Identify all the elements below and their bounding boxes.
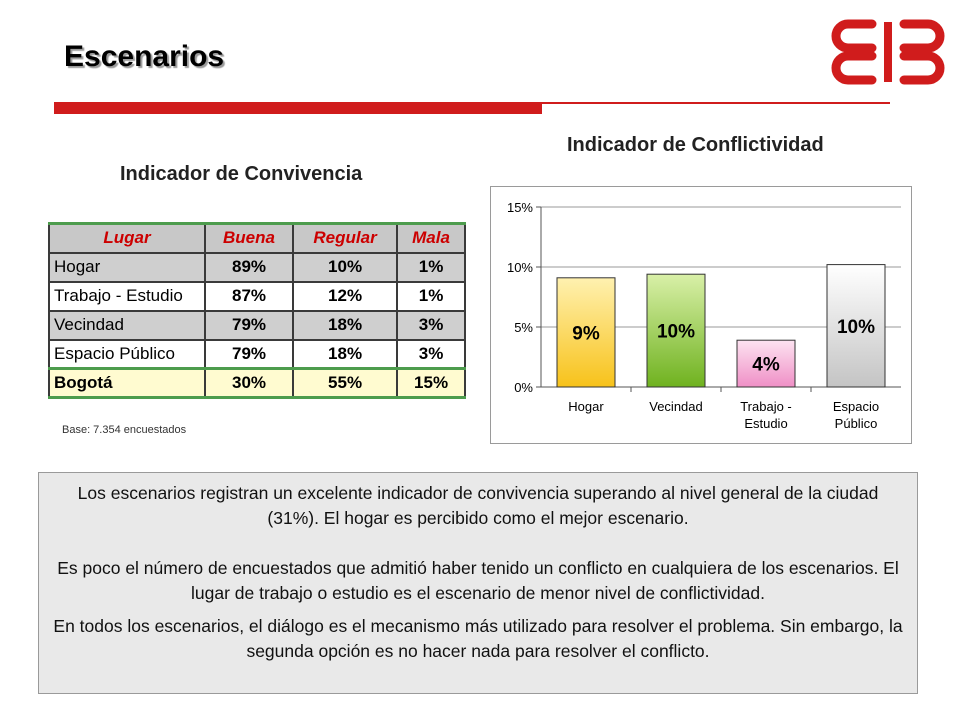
- red-cb-logo-icon: [831, 19, 945, 85]
- convivencia-title: Indicador de Convivencia: [120, 163, 363, 185]
- conflictividad-chart: 0% 5% 10% 15% 9% Hogar 10% Vecindad 4% Trabajo - E…: [490, 186, 912, 444]
- table-header-row: Lugar Buena Regular Mala: [48, 222, 466, 254]
- row-regular: 18%: [291, 338, 399, 370]
- title-underline-thin: [542, 102, 890, 104]
- bar-chart: 0% 5% 10% 15% 9% Hogar 10% Vecindad 4% Trabajo - E…: [507, 200, 901, 431]
- row-mala: 1%: [396, 251, 466, 283]
- row-mala: 3%: [396, 309, 466, 341]
- row-regular: 55%: [291, 367, 399, 399]
- table-row-total: Bogotá 30% 55% 15%: [48, 367, 466, 399]
- bar: [556, 277, 616, 388]
- summary-paragraph-3: En todos los escenarios, el diálogo es e…: [53, 616, 903, 661]
- header-mala: Mala: [396, 222, 466, 254]
- slide-title: Escenarios: [64, 40, 225, 73]
- x-tick-label: Vecindad: [649, 399, 703, 414]
- row-regular: 12%: [291, 280, 399, 312]
- table-row: Trabajo - Estudio 87% 12% 1%: [48, 280, 466, 312]
- bar: [826, 264, 886, 388]
- y-tick-label: 10%: [507, 260, 533, 275]
- table-row: Espacio Público 79% 18% 3%: [48, 338, 466, 370]
- row-buena: 79%: [204, 338, 294, 370]
- x-tick-label: Trabajo -: [740, 399, 792, 414]
- summary-paragraph-2: Es poco el número de encuestados que adm…: [57, 558, 899, 603]
- title-underline-thick: [54, 102, 542, 114]
- header-buena: Buena: [204, 222, 294, 254]
- row-buena: 30%: [204, 367, 294, 399]
- row-buena: 79%: [204, 309, 294, 341]
- data-label: 10%: [837, 317, 875, 338]
- row-mala: 3%: [396, 338, 466, 370]
- row-lugar: Espacio Público: [48, 338, 206, 370]
- x-tick-label: Hogar: [568, 399, 604, 414]
- row-lugar: Vecindad: [48, 309, 206, 341]
- header-regular: Regular: [291, 222, 399, 254]
- bar: [736, 339, 796, 388]
- conflictividad-title: Indicador de Conflictividad: [567, 134, 824, 156]
- x-tick-label: Público: [835, 416, 878, 431]
- convivencia-table: Lugar Buena Regular Mala Hogar 89% 10% 1…: [48, 222, 466, 399]
- data-label: 4%: [752, 355, 780, 376]
- x-tick-label: Espacio: [833, 399, 879, 414]
- row-mala: 15%: [396, 367, 466, 399]
- row-lugar: Bogotá: [48, 367, 206, 399]
- base-note: Base: 7.354 encuestados: [62, 424, 187, 436]
- row-buena: 87%: [204, 280, 294, 312]
- table-row: Hogar 89% 10% 1%: [48, 251, 466, 283]
- data-label: 9%: [572, 323, 600, 344]
- row-regular: 10%: [291, 251, 399, 283]
- row-lugar: Trabajo - Estudio: [48, 280, 206, 312]
- summary-textbox: Los escenarios registran un excelente in…: [38, 472, 918, 694]
- header-lugar: Lugar: [48, 222, 206, 254]
- row-regular: 18%: [291, 309, 399, 341]
- y-tick-label: 5%: [514, 320, 533, 335]
- table-row: Vecindad 79% 18% 3%: [48, 309, 466, 341]
- bar: [646, 273, 706, 388]
- row-mala: 1%: [396, 280, 466, 312]
- row-buena: 89%: [204, 251, 294, 283]
- summary-paragraph-1: Los escenarios registran un excelente in…: [77, 483, 879, 528]
- data-label: 10%: [657, 322, 695, 343]
- y-tick-label: 15%: [507, 200, 533, 215]
- y-tick-label: 0%: [514, 380, 533, 395]
- x-tick-label: Estudio: [744, 416, 787, 431]
- row-lugar: Hogar: [48, 251, 206, 283]
